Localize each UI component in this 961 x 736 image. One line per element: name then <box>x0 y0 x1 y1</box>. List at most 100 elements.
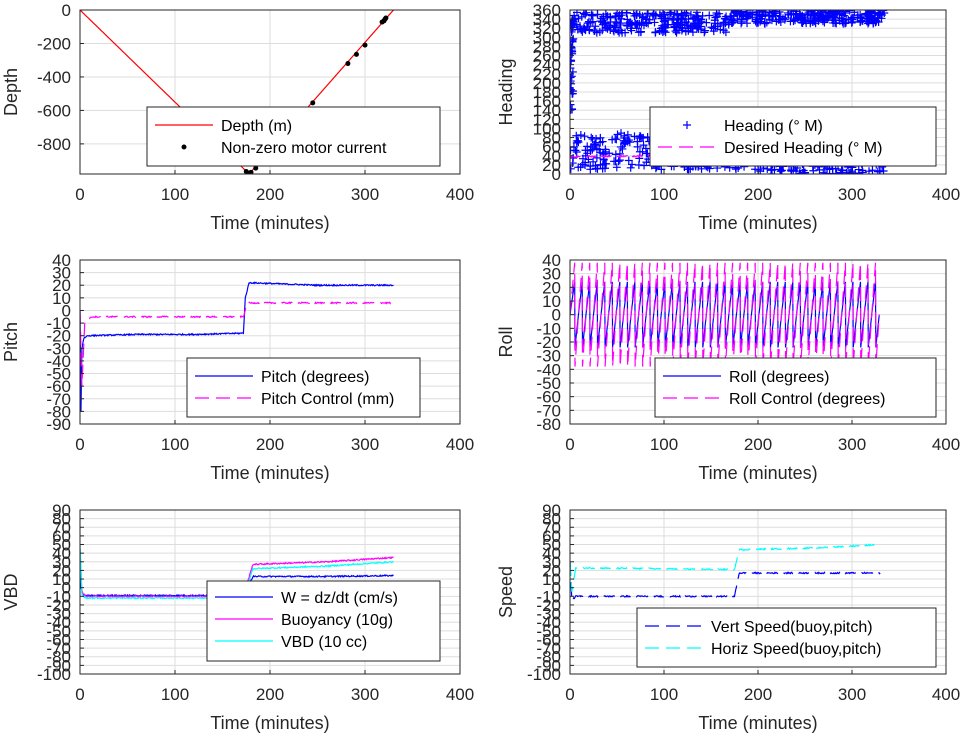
heading-marker <box>823 13 832 22</box>
x-tick-label: 400 <box>446 435 474 454</box>
heading-marker <box>632 21 641 30</box>
y-axis-label: Heading <box>496 58 516 125</box>
x-tick-label: 200 <box>256 685 284 704</box>
y-tick-label: -100 <box>37 665 71 684</box>
roll-panel: 0 100 200 300 400403020100-10-20-30-40-50-60… <box>496 251 960 483</box>
heading-marker <box>730 10 739 17</box>
heading-marker <box>628 160 637 169</box>
heading-marker <box>836 168 845 174</box>
legend-label: VBD (10 cc) <box>281 634 367 651</box>
heading-marker <box>574 163 583 172</box>
y-tick-label: 260 <box>533 47 561 66</box>
heading-marker <box>588 11 597 20</box>
heading-marker <box>570 77 575 86</box>
heading-marker <box>711 13 720 22</box>
heading-marker <box>789 10 798 16</box>
heading-marker <box>729 18 738 27</box>
y-tick-label: -50 <box>536 374 561 393</box>
heading-marker <box>796 11 805 20</box>
heading-marker <box>637 19 646 28</box>
heading-marker <box>760 19 769 28</box>
y-tick-label: -80 <box>46 648 71 667</box>
heading-marker <box>596 138 605 147</box>
heading-marker <box>661 14 670 23</box>
heading-marker <box>617 129 626 138</box>
y-tick-label: -30 <box>536 347 561 366</box>
legend-box <box>146 106 441 167</box>
y-tick-label: -50 <box>46 622 71 641</box>
vbd-panel: 0 100 200 300 4009080706050403020100-10-20-3… <box>1 501 474 733</box>
x-tick-label: 300 <box>351 185 379 204</box>
y-tick-label: -50 <box>46 365 71 384</box>
y-tick-label: 280 <box>533 37 561 56</box>
heading-marker <box>806 14 815 23</box>
y-tick-label: -80 <box>536 415 561 434</box>
heading-marker <box>625 138 634 147</box>
legend: Heading (° M) Desired Heading (° M) <box>649 106 937 167</box>
heading-marker <box>776 12 785 21</box>
y-tick-label: -30 <box>536 605 561 624</box>
heading-marker <box>570 57 576 66</box>
depth-panel: 0 100 200 300 400 0 -200 -400 -600 -800 Time (minu… <box>1 1 474 233</box>
y-tick-label: 10 <box>52 570 71 589</box>
y-tick-label: 30 <box>52 553 71 572</box>
x-axis-label: Time (minutes) <box>698 463 817 483</box>
heading-marker <box>868 166 877 174</box>
y-tick-label: 320 <box>533 19 561 38</box>
y-tick-label: 10 <box>52 289 71 308</box>
heading-marker <box>572 147 581 156</box>
heading-marker <box>687 22 696 31</box>
y-tick-label: 140 <box>533 101 561 120</box>
legend-label: W = dz/dt (cm/s) <box>281 590 398 607</box>
y-tick-label: -20 <box>46 596 71 615</box>
x-axis-label: Time (minutes) <box>698 713 817 733</box>
x-tick-label: 0 <box>75 435 84 454</box>
heading-marker <box>586 146 595 155</box>
y-tick-label: -60 <box>536 630 561 649</box>
heading-marker <box>591 22 600 31</box>
y-tick-label: -30 <box>46 605 71 624</box>
heading-marker <box>748 13 757 22</box>
heading-marker <box>580 132 589 141</box>
heading-marker <box>609 27 618 36</box>
heading-marker <box>713 12 722 21</box>
y-tick-label: -10 <box>46 587 71 606</box>
x-axis-label: Time (minutes) <box>698 213 817 233</box>
y-tick-label: -90 <box>46 415 71 434</box>
heading-marker <box>743 12 752 21</box>
heading-marker <box>767 166 776 174</box>
y-tick-label: 10 <box>542 292 561 311</box>
legend-box <box>186 357 421 418</box>
y-tick-label: 0 <box>552 165 561 184</box>
x-tick-label: 0 <box>75 685 84 704</box>
y-tick-label: 40 <box>542 251 561 270</box>
legend: Depth (m) Non-zero motor current <box>146 106 441 167</box>
y-tick-label: -40 <box>536 613 561 632</box>
legend-label: Roll (degrees) <box>729 369 829 386</box>
x-tick-label: 300 <box>838 435 866 454</box>
heading-marker <box>680 19 689 28</box>
heading-marker <box>613 130 622 139</box>
x-tick-label: 100 <box>650 685 678 704</box>
y-tick-label: 340 <box>533 10 561 29</box>
x-tick-label: 200 <box>744 685 772 704</box>
heading-marker <box>853 11 862 20</box>
heading-marker <box>651 28 660 37</box>
heading-marker <box>775 10 784 16</box>
y-axis-label: Pitch <box>1 322 21 362</box>
legend: W = dz/dt (cm/s) Buoyancy (10g) VBD (10 cc… <box>206 580 441 662</box>
x-tick-label: 200 <box>256 185 284 204</box>
y-tick-label: -70 <box>46 390 71 409</box>
heading-marker <box>626 163 635 172</box>
y-tick-label: 20 <box>542 561 561 580</box>
y-tick-label: 0 <box>62 1 71 20</box>
y-tick-label: -60 <box>536 388 561 407</box>
motor-current-point <box>310 100 316 106</box>
legend-box <box>206 580 441 662</box>
y-tick-label: -100 <box>527 665 561 684</box>
x-tick-label: 400 <box>446 685 474 704</box>
heading-marker <box>825 10 834 18</box>
y-tick-label: -40 <box>46 352 71 371</box>
heading-marker <box>657 26 666 35</box>
